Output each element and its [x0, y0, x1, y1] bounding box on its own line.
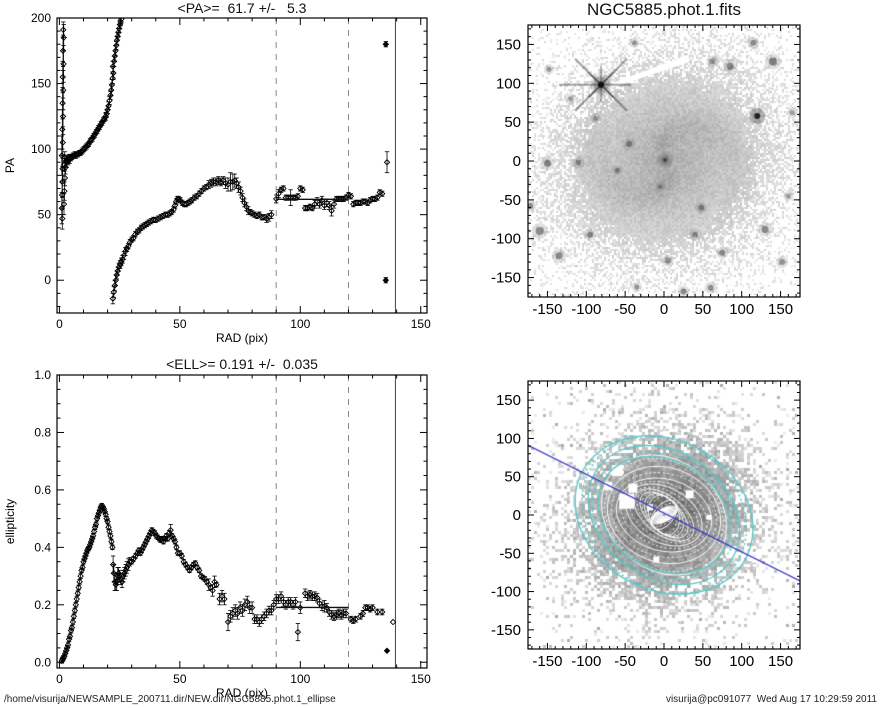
ellipticity-profile-plot-xtick: 0: [56, 672, 63, 686]
pa-profile-plot-ytick: 200: [31, 11, 51, 25]
ellipse-overlay-image-ytick: -150: [491, 622, 521, 639]
ellipse-overlay-image-xtick: 0: [660, 653, 668, 670]
galaxy-image-xtick: -150: [532, 301, 562, 318]
ellipse-overlay-image-xtick: 150: [768, 653, 793, 670]
galaxy-image-ytick: -50: [499, 192, 521, 209]
ellipticity-profile-plot-ytick: 0.8: [34, 425, 51, 439]
ellipse-overlay-image-canvas: [528, 381, 800, 649]
ellipticity-profile-plot-xtick: 50: [173, 672, 187, 686]
pa-profile-plot-xtick: 150: [411, 317, 431, 331]
ellipticity-profile-plot-points: [58, 502, 397, 665]
galaxy-image-ytick: 150: [496, 36, 521, 53]
pa-profile-plot: 0 50 100 150 0 50 100 150 200 RAD (pix) PA: [3, 11, 431, 345]
galaxy-image-xtick: -100: [571, 301, 601, 318]
pa-profile-plot-xtick: 100: [290, 317, 310, 331]
pa-profile-plot-xaxis-label: RAD (pix): [216, 331, 268, 345]
pa-profile-plot-ytick: 50: [38, 208, 52, 222]
galaxy-image-ytick: 0: [513, 153, 521, 170]
ellipse-overlay-image-ytick: 50: [504, 469, 521, 486]
galaxy-image-xtick: 100: [729, 301, 754, 318]
ellipticity-profile-plot-ytick: 0.0: [34, 655, 51, 669]
pa-profile-plot-yaxis-label: PA: [3, 158, 17, 173]
user-host-timestamp-text: visurija@pc091077 Wed Aug 17 10:29:59 20…: [665, 694, 877, 705]
ellipse-overlay-image-ytick: -100: [491, 584, 521, 601]
ellipticity-profile-plot-ytick: 0.2: [34, 598, 51, 612]
pa-profile-plot-xtick: 50: [173, 317, 187, 331]
ellipticity-profile-plot: 0 50 100 150 0.0 0.2 0.4 0.6 0.8 1.0 RAD (pix) elli…: [3, 368, 431, 700]
ellipticity-profile-plot-ytick: 1.0: [34, 368, 51, 382]
ellipticity-profile-plot-xaxis-label: RAD (pix): [216, 686, 268, 700]
galaxy-image-ytick: 100: [496, 75, 521, 92]
ellipse-overlay-image-ytick: 150: [496, 392, 521, 409]
ellipse-overlay-image-ytick: 0: [513, 507, 521, 524]
ellipticity-profile-plot-ytick: 0.4: [34, 540, 51, 554]
ell-plot-title: <ELL>= 0.191 +/- 0.035: [166, 356, 318, 372]
ellipticity-profile-plot-yaxis-label: ellipticity: [3, 499, 17, 544]
fits-image-title: NGC5885.phot.1.fits: [586, 0, 742, 19]
galaxy-image-axes: -150 -150 -100 -100 -50 -50 0 0 50 50 100 100 150 150: [491, 24, 801, 318]
ellipticity-profile-plot-xtick: 150: [411, 672, 431, 686]
pa-profile-plot-points: [58, 18, 391, 305]
galaxy-image-xtick: 150: [768, 301, 793, 318]
ellipse-overlay-image-ytick: -50: [499, 545, 521, 562]
ellipticity-profile-plot-xtick: 100: [290, 672, 310, 686]
pa-profile-plot-ytick: 100: [31, 142, 51, 156]
ellipse-overlay-image-xtick: -50: [614, 653, 636, 670]
file-path-text: /home/visurija/NEWSAMPLE_200711.dir/NEW.…: [4, 694, 336, 705]
pa-profile-plot-xtick: 0: [56, 317, 63, 331]
galaxy-image-ytick: 50: [504, 114, 521, 131]
galaxy-image-ytick: -150: [491, 270, 521, 287]
galaxy-image-xtick: -50: [614, 301, 636, 318]
galaxy-image-ytick: -100: [491, 231, 521, 248]
pa-plot-title: <PA>= 61.7 +/- 5.3: [177, 0, 307, 16]
galaxy-image-canvas: [528, 25, 800, 297]
ellipse-overlay-image-xtick: -150: [532, 653, 562, 670]
ellipse-overlay-image-xtick: 100: [729, 653, 754, 670]
ellipse-overlay-image-ytick: 100: [496, 430, 521, 447]
ellipse-overlay-image-xtick: -100: [571, 653, 601, 670]
ellipticity-profile-plot-ytick: 0.6: [34, 483, 51, 497]
galaxy-image-xtick: 0: [660, 301, 668, 318]
pa-profile-plot-ytick: 0: [44, 273, 51, 287]
galaxy-image-xtick: 50: [695, 301, 712, 318]
pa-profile-plot-ytick: 150: [31, 77, 51, 91]
ellipse-overlay-image-axes: -150 -150 -100 -100 -50 -50 0 0 50 50 100 100 150 150: [491, 380, 801, 670]
ellipse-overlay-image-xtick: 50: [695, 653, 712, 670]
